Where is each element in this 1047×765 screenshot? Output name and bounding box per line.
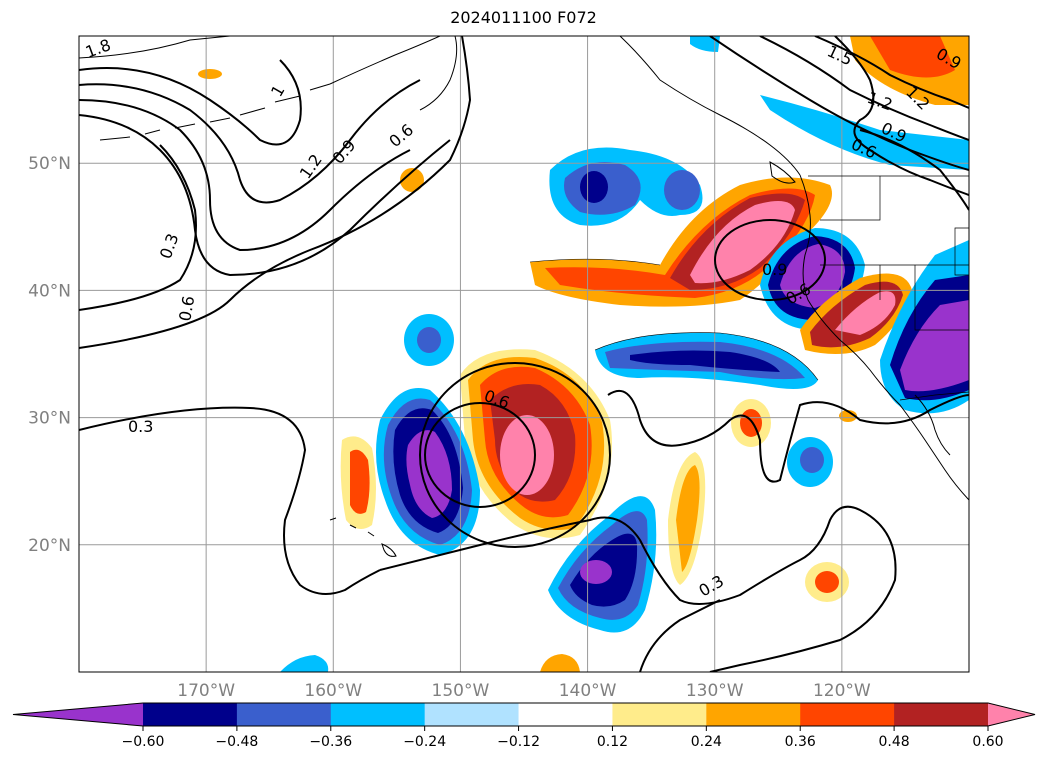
- contour-line: [79, 79, 421, 204]
- contour-line: [79, 99, 411, 252]
- contour-line: [709, 36, 969, 171]
- cold-anomaly-spot-2: [280, 655, 329, 672]
- colorbar-tick-label: 0.48: [879, 734, 910, 750]
- longitude-label: 130°W: [686, 681, 744, 701]
- colorbar-segment: [894, 703, 989, 726]
- contour-low-ring: [714, 219, 826, 301]
- colorbar-tick-label: 0.60: [972, 734, 1003, 750]
- warm-anomaly-spot-6: [540, 654, 580, 672]
- colorbar-tick-label: −0.48: [215, 734, 258, 750]
- us-west-coast: [799, 174, 969, 501]
- colorbar-segment: [612, 703, 707, 726]
- colorbar-tick-label: −0.12: [497, 734, 540, 750]
- warm-anomaly-spot-5: [839, 410, 857, 422]
- vancouver-island: [769, 161, 796, 184]
- warm-anomaly-spot-3: [400, 168, 424, 192]
- colorbar-segment: [236, 703, 332, 726]
- contour-label: 0.6: [175, 294, 198, 322]
- colorbar-tick-label: −0.24: [403, 734, 446, 750]
- warm-anomaly-california-core: [835, 291, 896, 335]
- cold-anomaly-spot-core: [800, 447, 824, 473]
- cold-anomaly-pnw-core: [780, 244, 845, 308]
- contour-outline-thin: [529, 258, 819, 381]
- longitude-label: 160°W: [304, 681, 362, 701]
- map-title: 2024011100 F072: [450, 8, 597, 27]
- cold-anomaly-north-east: [664, 170, 700, 210]
- longitude-labels: 170°W 160°W 150°W 140°W 130°W 120°W: [177, 681, 871, 701]
- latitude-label: 50°N: [28, 154, 71, 174]
- colorbar-segment: [330, 703, 426, 726]
- warm-anomaly-spot-4: [198, 69, 222, 79]
- warm-anomaly-west-strip-mid: [350, 449, 370, 514]
- colorbar-segment: [706, 703, 801, 726]
- contour-outline: [529, 258, 819, 381]
- colorbar-segment: [800, 703, 895, 726]
- contour-line: [859, 129, 969, 211]
- warm-anomaly-ne-core: [870, 36, 955, 78]
- colorbar-tick-label: 0.24: [691, 734, 722, 750]
- contour-line: [79, 406, 381, 595]
- british-columbia-coast: [619, 36, 801, 176]
- contour-label: 0.3: [128, 417, 153, 436]
- colorbar-tick-label: −0.36: [309, 734, 352, 750]
- hawaii-islands: [329, 517, 397, 557]
- colorbar-segment: [518, 703, 613, 726]
- shaded-anomaly-field: [198, 36, 969, 672]
- colorbar: −0.60 −0.48 −0.36 −0.24 −0.12 0.12 0.24 0.36 0.4…: [12, 702, 1036, 750]
- latitude-label: 20°N: [28, 536, 71, 556]
- map-area: 1.8 1 1.2 0.9 0.6 0.3 0.6 0.3 0.6 0.9 0.…: [79, 36, 969, 672]
- aleutian-islands: [99, 83, 331, 141]
- latitude-labels: 20°N 30°N 40°N 50°N: [28, 154, 71, 556]
- colorbar-tick-label: 0.36: [785, 734, 816, 750]
- cold-anomaly-south-core: [580, 560, 612, 584]
- us-mexico-border: [899, 391, 969, 401]
- cold-anomaly-band-core: [630, 350, 780, 372]
- cold-anomaly-small-core: [417, 327, 441, 353]
- contour-line: [379, 505, 897, 672]
- latitude-label: 40°N: [28, 281, 71, 301]
- longitude-label: 140°W: [559, 681, 617, 701]
- political-borders: [808, 175, 969, 401]
- contour-label: 0.9: [762, 260, 787, 279]
- warm-anomaly-coastal-core: [690, 201, 795, 284]
- contour-line: [79, 59, 302, 146]
- cold-anomaly-ne: [760, 95, 969, 170]
- longitude-label: 120°W: [813, 681, 871, 701]
- latitude-label: 30°N: [28, 409, 71, 429]
- map-frame: [78, 35, 970, 673]
- contour-line: [79, 36, 472, 349]
- contour-line: [79, 114, 451, 277]
- alaska-coast: [79, 36, 231, 59]
- contour-line: [834, 36, 969, 196]
- contour-line: [759, 36, 969, 141]
- baja-coast: [914, 394, 951, 456]
- colorbar-extend-max: [988, 703, 1035, 726]
- state-borders: [820, 176, 969, 331]
- warm-anomaly-central-core: [500, 415, 554, 495]
- contour-line: [607, 389, 969, 483]
- colorbar-extend-min: [13, 703, 143, 726]
- cold-anomaly-spot-3: [690, 36, 720, 52]
- alaska-peninsula: [329, 36, 458, 111]
- coastlines: [79, 36, 969, 557]
- contour-low-ring: [419, 362, 611, 548]
- warm-anomaly-spot-2-core: [815, 571, 839, 593]
- cold-anomaly-southwest-core: [900, 300, 969, 392]
- contour-lines: [79, 36, 969, 672]
- contour-line: [814, 36, 969, 109]
- longitude-label: 150°W: [432, 681, 490, 701]
- longitude-label: 170°W: [177, 681, 235, 701]
- colorbar-segment: [424, 703, 520, 726]
- cold-anomaly-north-core: [580, 171, 608, 203]
- contour-line: [639, 599, 721, 672]
- contour-low-ring: [424, 402, 536, 508]
- graticule: [79, 36, 969, 672]
- colorbar-segment: [143, 703, 238, 726]
- contour-line: [79, 144, 197, 311]
- colorbar-tick-label: −0.60: [122, 734, 165, 750]
- colorbar-tick-label: 0.12: [597, 734, 628, 750]
